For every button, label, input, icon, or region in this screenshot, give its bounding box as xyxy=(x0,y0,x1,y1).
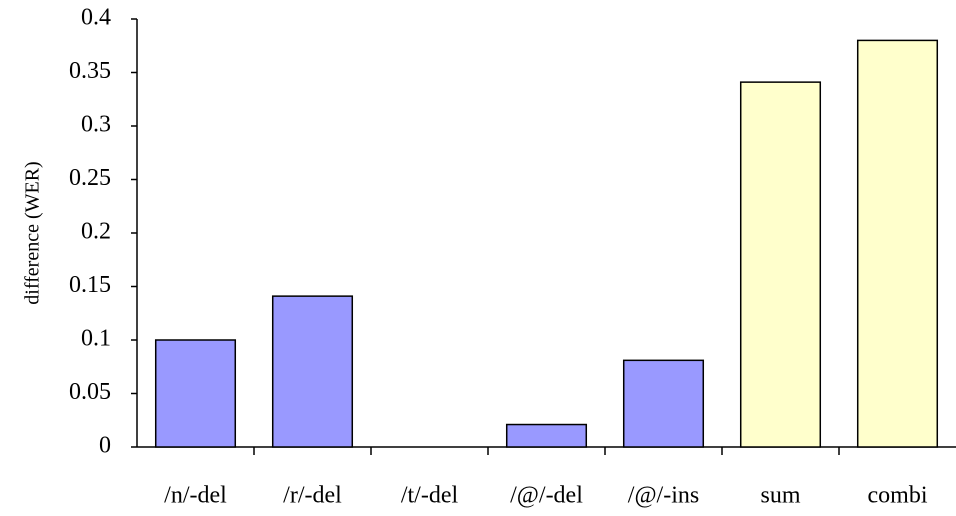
y-tick-label: 0.2 xyxy=(81,219,111,245)
x-tick-label: /r/-del xyxy=(283,483,342,509)
x-tick-label: /@/-del xyxy=(510,483,583,509)
y-tick-label: 0 xyxy=(99,433,111,459)
bar xyxy=(622,359,705,448)
y-tick-label: 0.15 xyxy=(69,272,111,298)
bar xyxy=(505,423,588,448)
y-tick-label: 0.1 xyxy=(81,326,111,352)
x-tick-label: /n/-del xyxy=(164,483,227,509)
x-tick-label: /@/-ins xyxy=(628,483,699,509)
y-tick-label: 0.3 xyxy=(81,112,111,138)
x-tick-label: sum xyxy=(760,483,800,509)
y-tick-label: 0.35 xyxy=(69,58,111,84)
y-tick-label: 0.05 xyxy=(69,379,111,405)
x-tick-label: /t/-del xyxy=(401,483,459,509)
y-tick-label: 0.4 xyxy=(81,5,111,31)
bar xyxy=(271,295,354,448)
x-tick-label: combi xyxy=(868,483,928,509)
bar xyxy=(154,339,237,448)
y-tick-label: 0.25 xyxy=(69,165,111,191)
y-axis-label: difference (WER) xyxy=(22,161,44,304)
bar xyxy=(856,39,939,448)
bar xyxy=(739,81,822,448)
